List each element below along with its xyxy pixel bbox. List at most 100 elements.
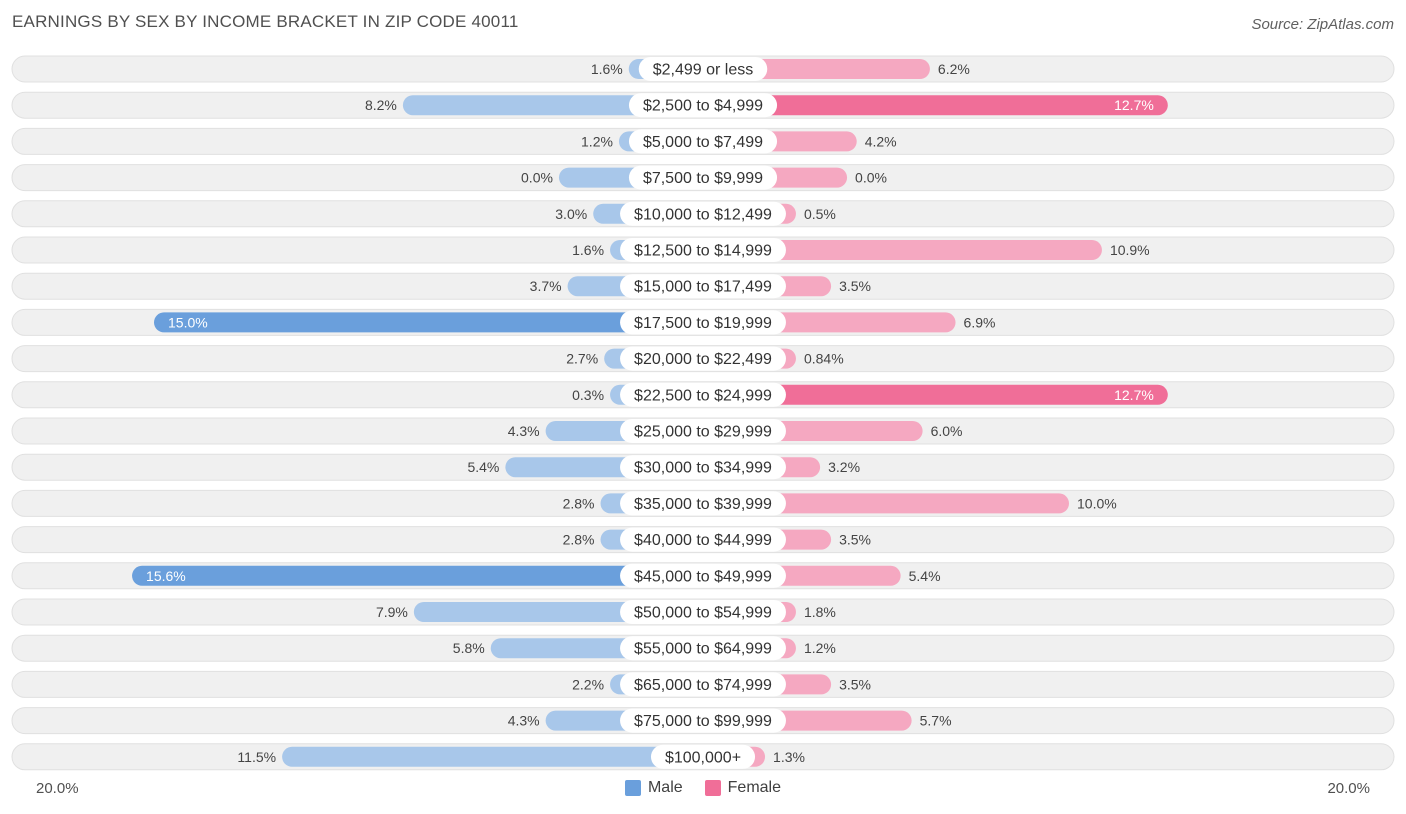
female-value-label: 1.2% bbox=[804, 640, 836, 656]
category-pill bbox=[620, 672, 786, 697]
category-pill bbox=[620, 491, 786, 516]
male-bar bbox=[402, 95, 703, 116]
axis-min-label: 20.0% bbox=[36, 780, 79, 797]
legend-item-male[interactable]: Male bbox=[624, 779, 683, 797]
male-bar bbox=[282, 746, 703, 767]
category-pill bbox=[620, 346, 786, 371]
category-pill bbox=[620, 238, 786, 262]
category-pill bbox=[628, 129, 778, 154]
male-value-label: 1.2% bbox=[581, 133, 613, 149]
category-label: $30,000 to $34,999 bbox=[634, 460, 772, 477]
female-value-label: 10.9% bbox=[1110, 242, 1150, 258]
female-bar bbox=[703, 240, 1102, 260]
category-label: $2,499 or less bbox=[653, 62, 754, 79]
category-label: $10,000 to $12,499 bbox=[634, 206, 772, 223]
female-value-label: 3.2% bbox=[828, 459, 860, 475]
category-pill bbox=[620, 455, 786, 480]
category-pill bbox=[620, 419, 786, 443]
female-value-label: 1.3% bbox=[773, 749, 805, 765]
legend-item-female[interactable]: Female bbox=[704, 779, 782, 797]
female-value-label: 6.2% bbox=[938, 61, 970, 77]
male-value-label: 15.0% bbox=[168, 314, 208, 330]
category-pill bbox=[650, 744, 756, 769]
male-value-label: 4.3% bbox=[508, 423, 540, 439]
female-value-label: 6.9% bbox=[964, 314, 996, 330]
legend: Male Female bbox=[0, 779, 1406, 797]
category-label: $17,500 to $19,999 bbox=[634, 315, 772, 332]
category-pill bbox=[620, 382, 786, 407]
category-pill bbox=[628, 165, 778, 190]
female-value-label: 12.7% bbox=[1114, 97, 1154, 113]
male-value-label: 7.9% bbox=[376, 604, 408, 620]
category-pill bbox=[620, 527, 786, 552]
female-bar bbox=[703, 493, 1069, 514]
chart-title: EARNINGS BY SEX BY INCOME BRACKET IN ZIP… bbox=[12, 12, 519, 31]
male-value-label: 3.0% bbox=[555, 206, 587, 222]
category-pill bbox=[620, 201, 786, 226]
female-value-label: 6.0% bbox=[931, 423, 963, 439]
male-value-label: 3.7% bbox=[530, 278, 562, 294]
category-pill bbox=[620, 600, 786, 624]
male-value-label: 8.2% bbox=[365, 97, 397, 113]
axis-max-label: 20.0% bbox=[1327, 780, 1370, 797]
category-label: $15,000 to $17,499 bbox=[634, 279, 772, 296]
category-pill bbox=[638, 57, 768, 81]
category-label: $5,000 to $7,499 bbox=[643, 134, 763, 151]
male-value-label: 2.2% bbox=[572, 676, 604, 692]
male-value-label: 2.8% bbox=[563, 532, 595, 548]
category-pill bbox=[620, 310, 786, 335]
male-value-label: 5.4% bbox=[467, 459, 499, 475]
male-bar bbox=[154, 312, 703, 333]
category-label: $22,500 to $24,999 bbox=[634, 387, 772, 404]
chart-source: Source: ZipAtlas.com bbox=[1251, 16, 1394, 33]
female-value-label: 3.5% bbox=[839, 278, 871, 294]
category-label: $35,000 to $39,999 bbox=[634, 496, 772, 513]
male-value-label: 5.8% bbox=[453, 640, 485, 656]
legend-swatch-female bbox=[704, 780, 721, 796]
male-value-label: 0.3% bbox=[572, 387, 604, 403]
category-pill bbox=[628, 93, 778, 118]
category-label: $65,000 to $74,999 bbox=[634, 677, 772, 694]
female-value-label: 0.84% bbox=[804, 351, 844, 367]
female-value-label: 5.4% bbox=[909, 568, 941, 584]
male-value-label: 1.6% bbox=[572, 242, 604, 258]
category-label: $40,000 to $44,999 bbox=[634, 532, 772, 549]
female-value-label: 4.2% bbox=[865, 133, 897, 149]
female-value-label: 12.7% bbox=[1114, 387, 1154, 403]
female-value-label: 0.0% bbox=[855, 170, 887, 186]
category-label: $50,000 to $54,999 bbox=[634, 605, 772, 622]
male-value-label: 2.8% bbox=[563, 495, 595, 511]
female-value-label: 5.7% bbox=[920, 713, 952, 729]
male-value-label: 0.0% bbox=[521, 170, 553, 186]
female-value-label: 3.5% bbox=[839, 676, 871, 692]
female-bar bbox=[703, 95, 1168, 116]
category-pill bbox=[620, 563, 786, 588]
legend-swatch-male bbox=[624, 780, 641, 796]
male-value-label: 2.7% bbox=[566, 351, 598, 367]
category-label: $45,000 to $49,999 bbox=[634, 568, 772, 585]
legend-label-male: Male bbox=[647, 779, 683, 796]
category-label: $75,000 to $99,999 bbox=[634, 713, 772, 730]
category-label: $12,500 to $14,999 bbox=[634, 243, 772, 260]
category-label: $7,500 to $9,999 bbox=[643, 170, 763, 187]
male-value-label: 4.3% bbox=[508, 713, 540, 729]
male-bar bbox=[132, 565, 704, 586]
male-value-label: 1.6% bbox=[591, 61, 623, 77]
female-value-label: 1.8% bbox=[804, 604, 836, 620]
category-pill bbox=[620, 274, 786, 299]
category-label: $25,000 to $29,999 bbox=[634, 424, 772, 441]
female-value-label: 0.5% bbox=[804, 206, 836, 222]
male-value-label: 11.5% bbox=[237, 749, 276, 765]
female-bar bbox=[703, 384, 1168, 405]
category-label: $20,000 to $22,499 bbox=[634, 351, 772, 368]
category-pill bbox=[620, 636, 786, 661]
category-label: $2,500 to $4,999 bbox=[643, 98, 763, 115]
category-label: $100,000+ bbox=[665, 749, 741, 766]
legend-label-female: Female bbox=[727, 779, 782, 796]
female-value-label: 3.5% bbox=[839, 532, 871, 548]
male-value-label: 15.6% bbox=[146, 568, 186, 584]
female-value-label: 10.0% bbox=[1077, 495, 1117, 511]
category-label: $55,000 to $64,999 bbox=[634, 641, 772, 658]
